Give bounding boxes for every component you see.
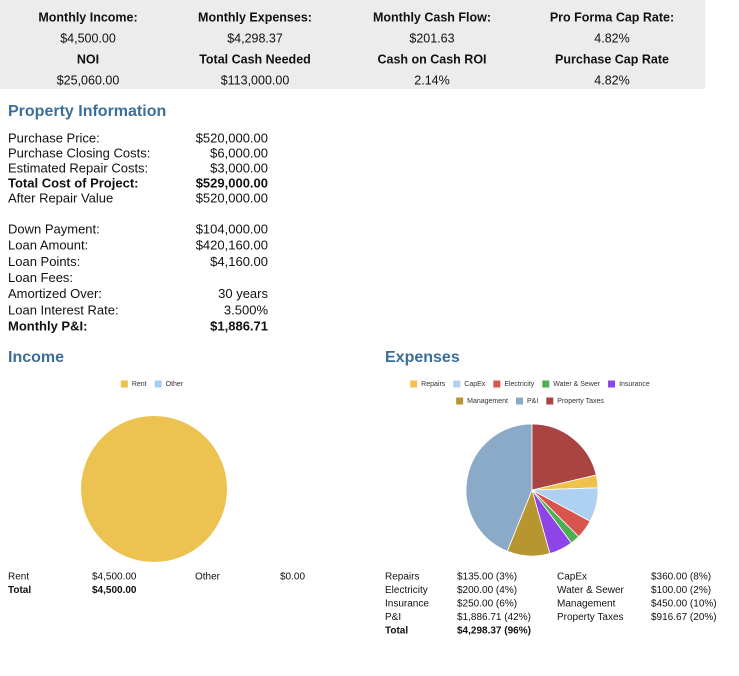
- summary-value: 2.14%: [414, 73, 449, 87]
- property-label: Amortized Over:: [8, 286, 102, 301]
- table-total-value: $4,500.00: [92, 585, 137, 596]
- legend-label: Insurance: [619, 381, 650, 388]
- table-label: Insurance: [385, 599, 429, 610]
- summary-label: NOI: [77, 52, 99, 66]
- summary-value: $201.63: [409, 31, 454, 45]
- section-heading: Expenses: [385, 349, 460, 366]
- table-value: $1,886.71 (42%): [457, 612, 531, 623]
- summary-value: 4.82%: [594, 73, 629, 87]
- table-label: Water & Sewer: [557, 585, 625, 596]
- property-label: Loan Amount:: [8, 238, 88, 253]
- legend-label: Repairs: [421, 381, 446, 388]
- table-value: $200.00 (4%): [457, 585, 517, 596]
- property-label: Purchase Closing Costs:: [8, 145, 150, 160]
- property-value: $3,000.00: [210, 160, 268, 175]
- table-label: Rent: [8, 572, 29, 583]
- table-total-label: Total: [385, 626, 408, 637]
- summary-label: Purchase Cap Rate: [555, 52, 669, 66]
- legend-swatch: [546, 397, 554, 405]
- legend-swatch: [493, 380, 501, 388]
- pie-slice: [81, 416, 227, 562]
- table-total-value: $4,298.37 (96%): [457, 626, 531, 637]
- section-heading: Property Information: [8, 103, 166, 120]
- table-value: $0.00: [280, 572, 305, 583]
- table-label: Other: [195, 572, 221, 583]
- legend-label: Other: [166, 381, 184, 388]
- legend-label: Rent: [132, 381, 147, 388]
- property-label: Purchase Price:: [8, 130, 100, 145]
- summary-label: Pro Forma Cap Rate:: [550, 10, 674, 24]
- pie-slice: [531, 423, 597, 491]
- table-label: Property Taxes: [557, 612, 624, 623]
- legend-swatch: [608, 380, 616, 388]
- table-label: Electricity: [385, 585, 428, 596]
- table-value: $135.00 (3%): [457, 572, 517, 583]
- table-label: CapEx: [557, 572, 587, 583]
- legend-label: Management: [467, 398, 508, 405]
- legend-row: Repairs CapEx Electricity Water & Sewer Insu…: [410, 380, 650, 388]
- property-label: Loan Fees:: [8, 270, 73, 285]
- table-value: $4,500.00: [92, 572, 137, 583]
- table-value: $100.00 (2%): [651, 585, 711, 596]
- summary-box: [0, 0, 705, 89]
- legend-label: P&I: [527, 398, 538, 405]
- legend-swatch: [154, 380, 162, 388]
- property-value: $1,886.71: [210, 319, 268, 334]
- table-label: P&I: [385, 612, 401, 623]
- summary-label: Monthly Income:: [38, 10, 137, 24]
- table-total-label: Total: [8, 585, 31, 596]
- table-label: Management: [557, 599, 616, 610]
- property-label: Monthly P&I:: [8, 319, 87, 334]
- legend-label: CapEx: [464, 381, 486, 388]
- property-value: $420,160.00: [196, 238, 268, 253]
- summary-value: $113,000.00: [221, 73, 290, 87]
- legend-label: Water & Sewer: [553, 381, 600, 388]
- property-value: $520,000.00: [196, 130, 268, 145]
- legend-swatch: [410, 380, 418, 388]
- legend-label: Electricity: [504, 381, 534, 388]
- property-label: Loan Points:: [8, 254, 80, 269]
- property-value: 3.500%: [224, 302, 269, 317]
- property-label: After Repair Value: [8, 190, 113, 205]
- property-label: Total Cost of Project:: [8, 175, 138, 190]
- table-value: $360.00 (8%): [651, 572, 711, 583]
- summary-label: Total Cash Needed: [199, 52, 311, 66]
- table-value: $250.00 (6%): [457, 599, 517, 610]
- summary-label: Cash on Cash ROI: [377, 52, 486, 66]
- legend-swatch: [516, 397, 523, 405]
- property-value: $104,000.00: [196, 221, 268, 236]
- summary-value: $4,298.37: [227, 31, 283, 45]
- table-label: Repairs: [385, 572, 419, 583]
- legend-swatch: [120, 380, 128, 388]
- table-value: $916.67 (20%): [651, 612, 717, 623]
- property-label: Down Payment:: [8, 221, 100, 236]
- property-value: $6,000.00: [210, 145, 268, 160]
- section-heading: Income: [8, 349, 64, 366]
- legend-label: Property Taxes: [557, 398, 604, 405]
- legend-row: Rent Other: [120, 380, 184, 388]
- property-label: Loan Interest Rate:: [8, 302, 119, 317]
- property-value: $520,000.00: [196, 190, 268, 205]
- property-value: 30 years: [218, 286, 268, 301]
- legend-swatch: [542, 380, 550, 388]
- property-label: Estimated Repair Costs:: [8, 160, 148, 175]
- legend-row: Management P&I Property Taxes: [456, 397, 604, 405]
- summary-value: $4,500.00: [60, 31, 116, 45]
- summary-label: Monthly Cash Flow:: [373, 10, 491, 24]
- property-value: $529,000.00: [196, 175, 268, 190]
- property-value: $4,160.00: [210, 254, 268, 269]
- summary-value: $25,060.00: [57, 73, 120, 87]
- legend-swatch: [456, 397, 464, 405]
- summary-label: Monthly Expenses:: [198, 10, 312, 24]
- table-value: $450.00 (10%): [651, 599, 717, 610]
- legend-swatch: [453, 380, 461, 388]
- pie-slice: [465, 423, 533, 552]
- summary-value: 4.82%: [594, 31, 629, 45]
